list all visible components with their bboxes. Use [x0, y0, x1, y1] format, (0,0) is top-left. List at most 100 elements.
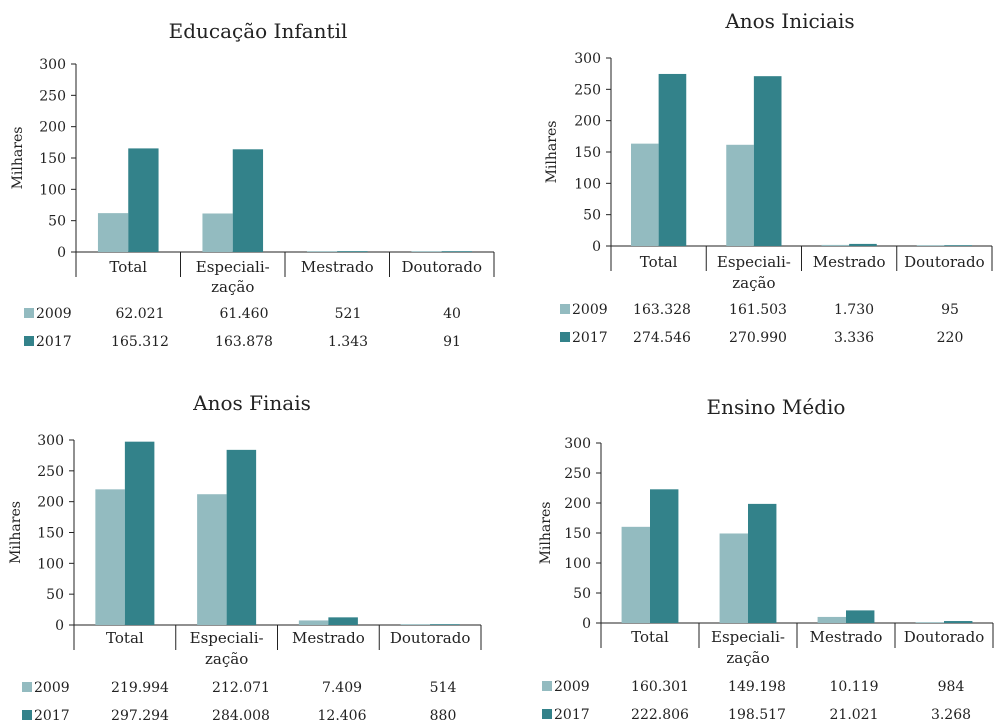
- data-label: 297.294: [111, 708, 169, 723]
- data-label: 91: [443, 334, 461, 350]
- legend-label: 2017: [554, 707, 590, 723]
- chart-title: Educação Infantil: [169, 19, 348, 43]
- y-tick-label: 250: [564, 466, 591, 482]
- data-label: 3.336: [834, 330, 874, 346]
- y-tick-label: 0: [57, 245, 66, 261]
- y-tick-label: 200: [574, 114, 601, 130]
- y-tick-label: 150: [574, 145, 601, 161]
- y-tick-label: 0: [592, 239, 601, 255]
- y-tick-label: 300: [39, 57, 66, 73]
- category-label: Especiali-: [711, 628, 785, 646]
- y-axis-label: Milhares: [538, 502, 554, 565]
- y-tick-label: 300: [564, 436, 591, 452]
- chart-svg: Anos Iniciais Milhares 0 50 100 150 200 250 300 T…: [540, 0, 996, 362]
- bar-2017: [944, 245, 972, 246]
- bar-2017: [233, 149, 263, 252]
- category-label: zação: [726, 649, 769, 667]
- chart-ensino-medio: Ensino Médio Milhares 0 50 100 150 200 250 300 To…: [530, 362, 996, 723]
- category-label: Doutorado: [904, 253, 985, 271]
- chart-title: Anos Iniciais: [724, 9, 854, 33]
- bar-2017: [128, 148, 158, 252]
- y-tick-label: 0: [55, 618, 64, 634]
- data-label: 219.994: [111, 680, 169, 696]
- data-label: 163.878: [215, 334, 273, 350]
- y-tick-label: 200: [39, 120, 66, 136]
- y-tick-label: 150: [39, 151, 66, 167]
- data-label: 12.406: [318, 708, 367, 723]
- data-label: 521: [335, 306, 362, 322]
- category-label: Mestrado: [813, 253, 886, 271]
- data-label: 212.071: [212, 680, 270, 696]
- y-tick-label: 50: [46, 587, 64, 603]
- legend-label: 2017: [572, 330, 608, 346]
- bar-2009: [720, 533, 748, 623]
- legend-label: 2017: [34, 708, 70, 723]
- bar-2017: [650, 489, 678, 623]
- bar-2009: [917, 245, 945, 246]
- legend-swatch: [542, 709, 552, 719]
- y-tick-label: 100: [39, 182, 66, 198]
- y-tick-label: 150: [564, 526, 591, 542]
- y-tick-label: 50: [48, 214, 66, 230]
- category-label: Mestrado: [810, 628, 883, 646]
- data-label: 3.268: [931, 707, 971, 723]
- category-label: Especiali-: [717, 253, 791, 271]
- data-label: 165.312: [111, 334, 169, 350]
- bar-2017: [754, 76, 782, 246]
- chart-educacao-infantil: Educação Infantil Milhares 0 50 100 150 200 250…: [0, 0, 498, 362]
- data-label: 10.119: [830, 679, 879, 695]
- category-label: Especiali-: [196, 258, 270, 276]
- legend-label: 2009: [554, 679, 590, 695]
- legend-swatch: [542, 681, 552, 691]
- bar-2009: [98, 213, 128, 252]
- y-tick-label: 250: [37, 464, 64, 480]
- legend-label: 2017: [36, 334, 72, 350]
- bar-2009: [299, 620, 329, 625]
- bar-2009: [622, 527, 650, 623]
- bar-2017: [430, 624, 460, 625]
- data-label: 220: [937, 330, 964, 346]
- bar-2017: [337, 251, 367, 252]
- category-label: Total: [640, 253, 678, 271]
- chart-svg: Educação Infantil Milhares 0 50 100 150 200 250…: [0, 0, 498, 362]
- y-tick-label: 250: [574, 82, 601, 98]
- bar-2009: [411, 251, 441, 252]
- category-label: Total: [106, 629, 144, 647]
- category-label: zação: [211, 278, 254, 296]
- data-label: 21.021: [830, 707, 879, 723]
- bar-2017: [846, 610, 874, 623]
- bar-2009: [726, 145, 754, 246]
- bar-2017: [849, 244, 877, 246]
- category-label: Doutorado: [904, 628, 985, 646]
- y-tick-label: 0: [582, 616, 591, 632]
- y-tick-label: 200: [37, 495, 64, 511]
- y-tick-label: 300: [574, 51, 601, 67]
- category-label: zação: [732, 274, 775, 292]
- data-label: 160.301: [631, 679, 689, 695]
- category-label: Doutorado: [401, 258, 482, 276]
- y-tick-label: 100: [37, 556, 64, 572]
- legend-swatch: [560, 332, 570, 342]
- legend-label: 2009: [36, 306, 72, 322]
- category-label: Mestrado: [301, 258, 374, 276]
- data-label: 7.409: [322, 680, 362, 696]
- y-tick-label: 100: [564, 556, 591, 572]
- legend-swatch: [24, 336, 34, 346]
- chart-title: Anos Finais: [192, 391, 311, 415]
- data-label: 880: [430, 708, 457, 723]
- y-tick-label: 150: [37, 526, 64, 542]
- data-label: 270.990: [729, 330, 787, 346]
- bar-2017: [748, 504, 776, 623]
- data-label: 284.008: [212, 708, 270, 723]
- bar-2009: [202, 213, 232, 252]
- category-label: Especiali-: [190, 629, 264, 647]
- chart-anos-iniciais: Anos Iniciais Milhares 0 50 100 150 200 250 300 T…: [540, 0, 996, 362]
- bar-2017: [944, 621, 972, 623]
- chart-svg: Ensino Médio Milhares 0 50 100 150 200 250 300 To…: [530, 362, 996, 723]
- data-label: 198.517: [728, 707, 786, 723]
- chart-anos-finais: Anos Finais Milhares 0 50 100 150 200 250 300 Tot…: [0, 362, 498, 723]
- category-label: Total: [109, 258, 147, 276]
- y-tick-label: 100: [574, 176, 601, 192]
- data-label: 95: [941, 302, 959, 318]
- bar-2009: [916, 622, 944, 623]
